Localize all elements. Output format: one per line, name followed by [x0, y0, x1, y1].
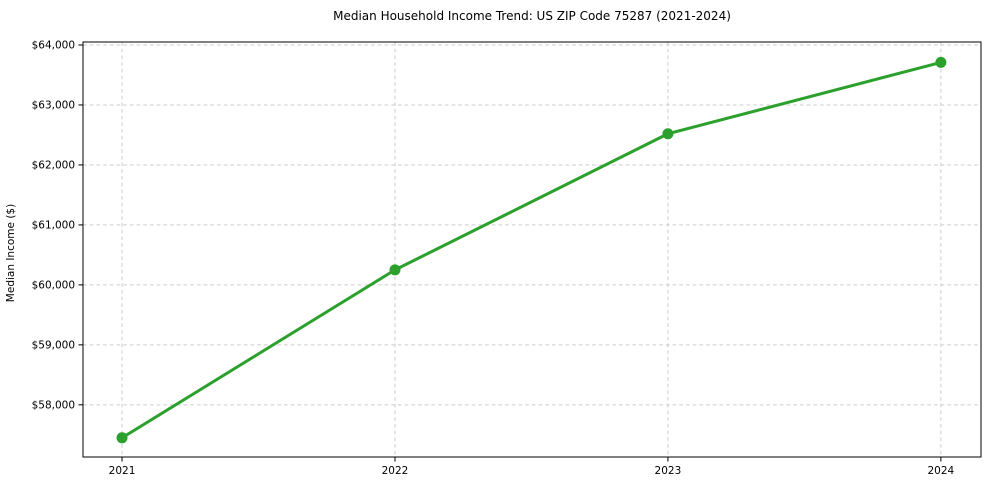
x-tick-label: 2022	[382, 465, 409, 477]
y-tick-label: $63,000	[32, 100, 75, 112]
y-tick-label: $60,000	[32, 280, 75, 292]
y-tick-label: $64,000	[32, 40, 75, 52]
chart-title: Median Household Income Trend: US ZIP Co…	[333, 9, 731, 23]
plot-frame	[82, 41, 982, 458]
y-tick-label: $59,000	[32, 340, 75, 352]
trend-line	[120, 60, 943, 440]
data-point-marker	[389, 264, 401, 276]
data-point-marker	[935, 56, 947, 68]
x-tick-label: 2023	[655, 465, 682, 477]
y-tick-label: $58,000	[32, 400, 75, 412]
y-tick-label: $62,000	[32, 160, 75, 172]
axis-layer: $58,000 $59,000 $60,000 $61,000 $62,000 $63,0…	[32, 40, 982, 477]
data-series-layer	[116, 56, 947, 444]
y-axis-label: Median Income ($)	[5, 204, 17, 302]
grid-layer	[83, 42, 981, 457]
x-tick-label: 2024	[928, 465, 955, 477]
data-point-marker	[116, 432, 128, 444]
y-tick-label: $61,000	[32, 220, 75, 232]
data-point-marker	[662, 128, 674, 140]
x-tick-label: 2021	[109, 465, 136, 477]
